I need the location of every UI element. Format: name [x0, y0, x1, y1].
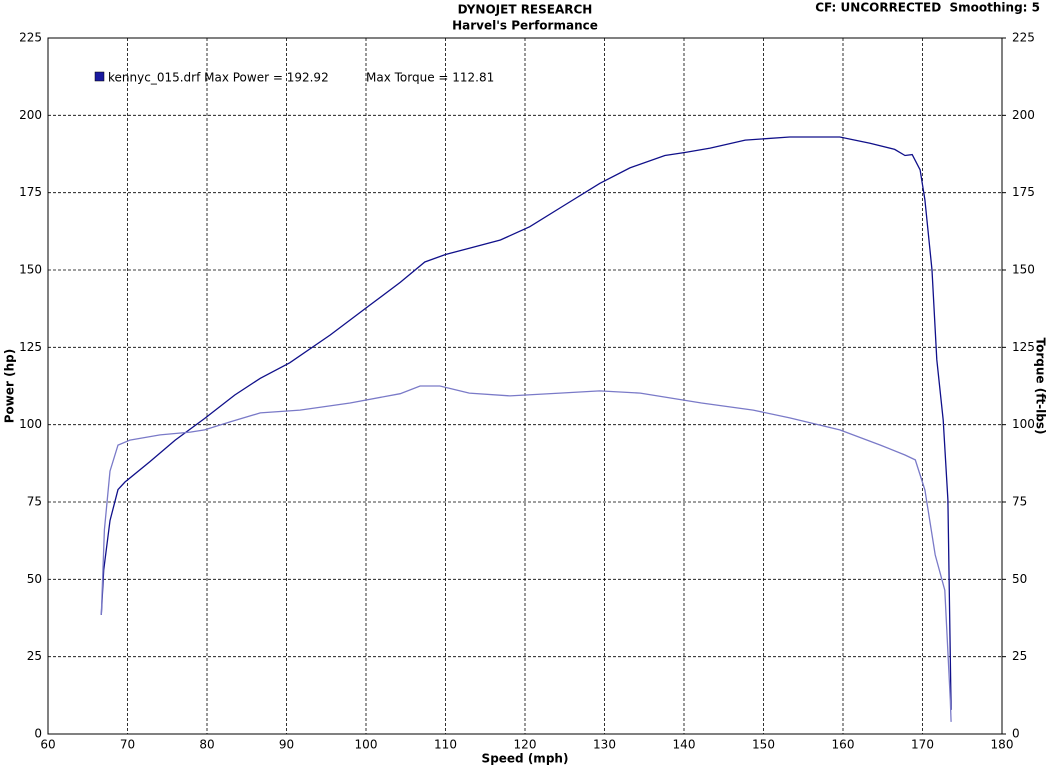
y2-tick-label: 225: [1012, 31, 1035, 45]
x-tick-label: 160: [832, 738, 855, 752]
series-line: [100, 136, 952, 710]
series-line: [100, 385, 952, 722]
y2-tick-label: 25: [1012, 649, 1027, 663]
y2-tick-label: 125: [1012, 340, 1035, 354]
y2-tick-label: 75: [1012, 495, 1027, 509]
x-tick-label: 150: [752, 738, 775, 752]
y2-tick-label: 150: [1012, 263, 1035, 277]
x-tick-label: 110: [434, 738, 457, 752]
y-axis-label: Power (hp): [3, 349, 17, 423]
x-tick-label: 100: [355, 738, 378, 752]
y-tick-label: 175: [19, 185, 42, 199]
y-tick-label: 50: [27, 572, 42, 586]
legend-swatch: [94, 71, 105, 82]
legend-torque: Max Torque = 112.81: [366, 71, 494, 85]
y2-tick-label: 50: [1012, 572, 1027, 586]
x-axis-label: Speed (mph): [482, 752, 569, 766]
x-tick-label: 180: [991, 738, 1014, 752]
x-tick-label: 130: [593, 738, 616, 752]
y-tick-label: 75: [27, 495, 42, 509]
y-tick-label: 200: [19, 108, 42, 122]
x-tick-label: 70: [120, 738, 135, 752]
y2-axis-label: Torque (ft-lbs): [1034, 338, 1048, 435]
corner-note: CF: UNCORRECTED Smoothing: 5: [815, 1, 1040, 15]
chart-subtitle: Harvel's Performance: [452, 19, 598, 33]
chart-title: DYNOJET RESEARCH: [458, 3, 593, 17]
x-tick-label: 60: [40, 738, 55, 752]
y-tick-label: 125: [19, 340, 42, 354]
y-tick-label: 25: [27, 649, 42, 663]
y2-tick-label: 200: [1012, 108, 1035, 122]
y-tick-label: 100: [19, 417, 42, 431]
y2-tick-label: 175: [1012, 185, 1035, 199]
x-tick-label: 120: [514, 738, 537, 752]
x-tick-label: 90: [279, 738, 294, 752]
y-tick-label: 150: [19, 263, 42, 277]
y-tick-label: 225: [19, 31, 42, 45]
legend-text: kennyc_015.drf Max Power = 192.92: [108, 71, 329, 85]
y2-tick-label: 0: [1012, 727, 1020, 741]
x-tick-label: 140: [673, 738, 696, 752]
y2-tick-label: 100: [1012, 417, 1035, 431]
x-tick-label: 80: [199, 738, 214, 752]
x-tick-label: 170: [911, 738, 934, 752]
y-tick-label: 0: [34, 727, 42, 741]
